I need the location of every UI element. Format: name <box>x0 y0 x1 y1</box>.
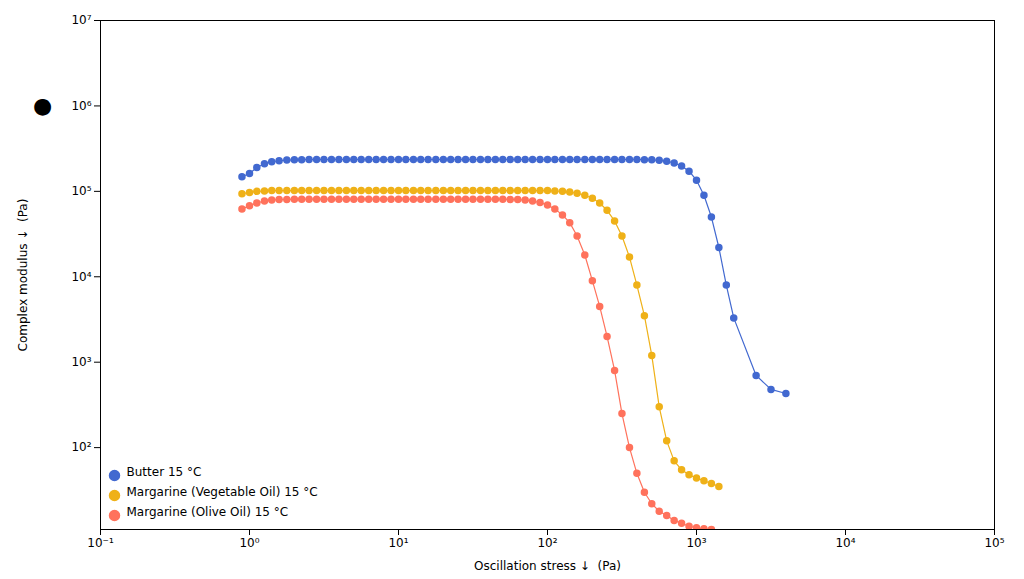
svg-text:10²: 10² <box>537 536 557 550</box>
svg-text:Margarine (Olive Oil) 15 °C: Margarine (Olive Oil) 15 °C <box>127 505 289 519</box>
svg-text:10⁵: 10⁵ <box>71 184 91 198</box>
svg-text:Oscillation stress ↓ (Pa): Oscillation stress ↓ (Pa) <box>474 559 621 573</box>
svg-text:10⁰: 10⁰ <box>239 536 259 550</box>
svg-text:10⁴: 10⁴ <box>835 536 855 550</box>
svg-text:10⁴: 10⁴ <box>71 270 91 284</box>
svg-text:10³: 10³ <box>686 536 706 550</box>
svg-text:10³: 10³ <box>71 355 91 369</box>
svg-text:10⁶: 10⁶ <box>71 99 91 113</box>
svg-text:10²: 10² <box>71 440 91 454</box>
svg-text:Complex modulus ↓ (Pa): Complex modulus ↓ (Pa) <box>16 199 30 352</box>
svg-text:Margarine (Vegetable Oil) 15 °: Margarine (Vegetable Oil) 15 °C <box>127 485 318 499</box>
svg-text:●: ● <box>33 93 52 118</box>
svg-text:10⁻¹: 10⁻¹ <box>87 536 114 550</box>
svg-text:Butter 15 °C: Butter 15 °C <box>127 465 202 479</box>
svg-text:10⁷: 10⁷ <box>71 13 91 27</box>
svg-text:10¹: 10¹ <box>388 536 408 550</box>
svg-text:10⁵: 10⁵ <box>984 536 1004 550</box>
